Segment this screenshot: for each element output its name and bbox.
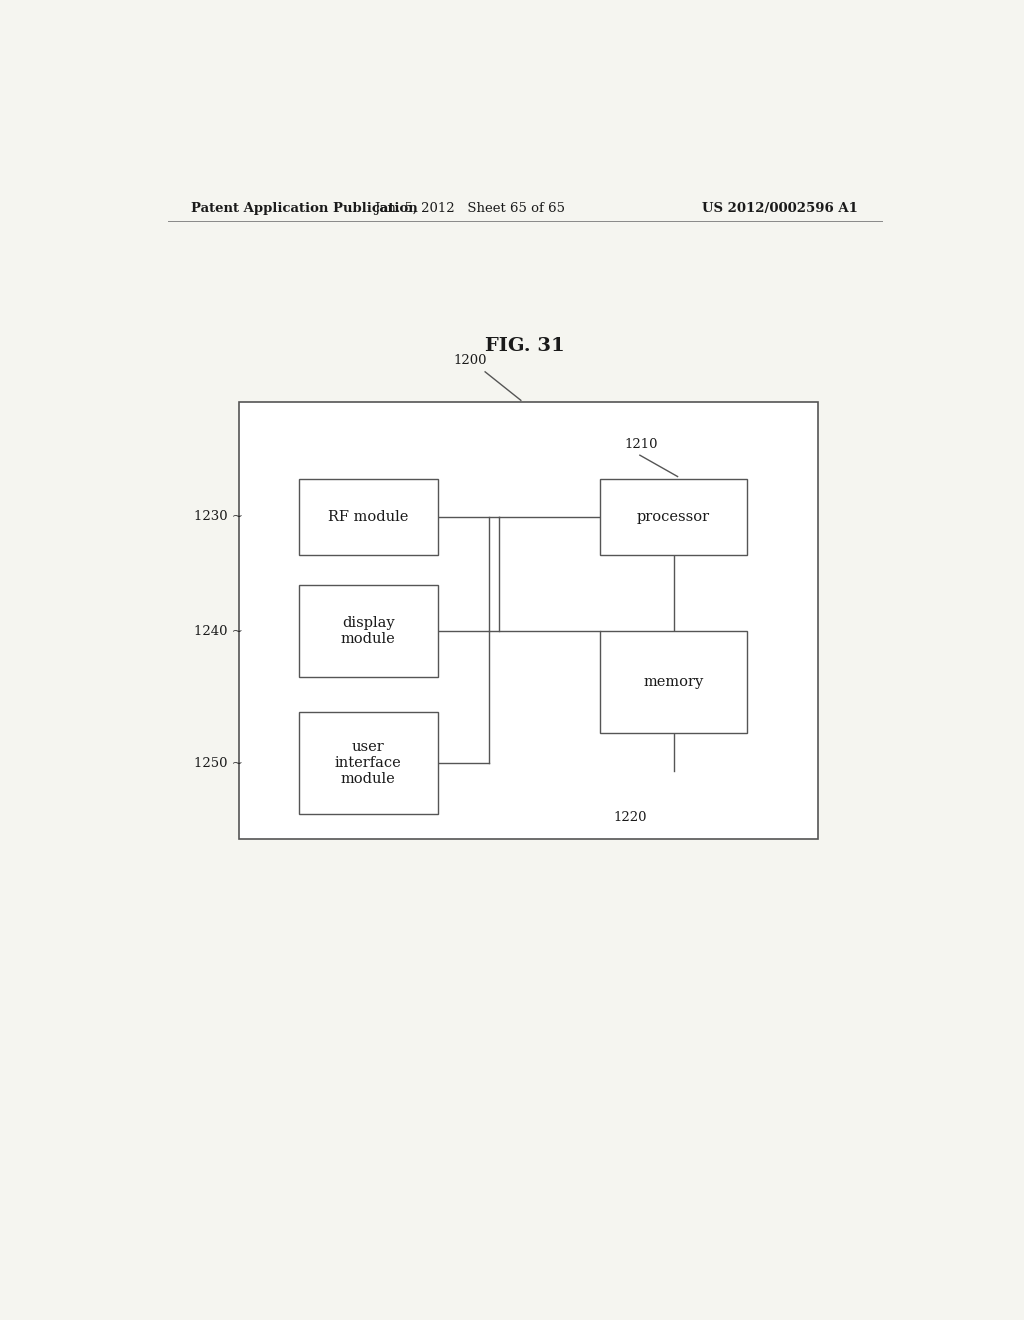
Bar <box>299 713 437 814</box>
Text: display
module: display module <box>341 616 395 645</box>
Bar <box>600 479 748 554</box>
Text: 1200: 1200 <box>454 354 486 367</box>
Text: Jan. 5, 2012   Sheet 65 of 65: Jan. 5, 2012 Sheet 65 of 65 <box>374 202 565 215</box>
Text: RF module: RF module <box>328 510 409 524</box>
Text: memory: memory <box>643 675 703 689</box>
Bar <box>299 479 437 554</box>
Text: 1240 ~: 1240 ~ <box>195 624 243 638</box>
Text: 1250 ~: 1250 ~ <box>195 756 243 770</box>
Text: 1210: 1210 <box>624 438 657 451</box>
Text: 1230 ~: 1230 ~ <box>195 510 243 523</box>
Text: 1220: 1220 <box>613 810 647 824</box>
Text: FIG. 31: FIG. 31 <box>485 338 564 355</box>
Text: user
interface
module: user interface module <box>335 741 401 787</box>
Bar <box>299 585 437 677</box>
Bar <box>600 631 748 733</box>
Text: US 2012/0002596 A1: US 2012/0002596 A1 <box>702 202 858 215</box>
Text: Patent Application Publication: Patent Application Publication <box>191 202 418 215</box>
Bar <box>240 403 818 840</box>
Text: processor: processor <box>637 510 711 524</box>
